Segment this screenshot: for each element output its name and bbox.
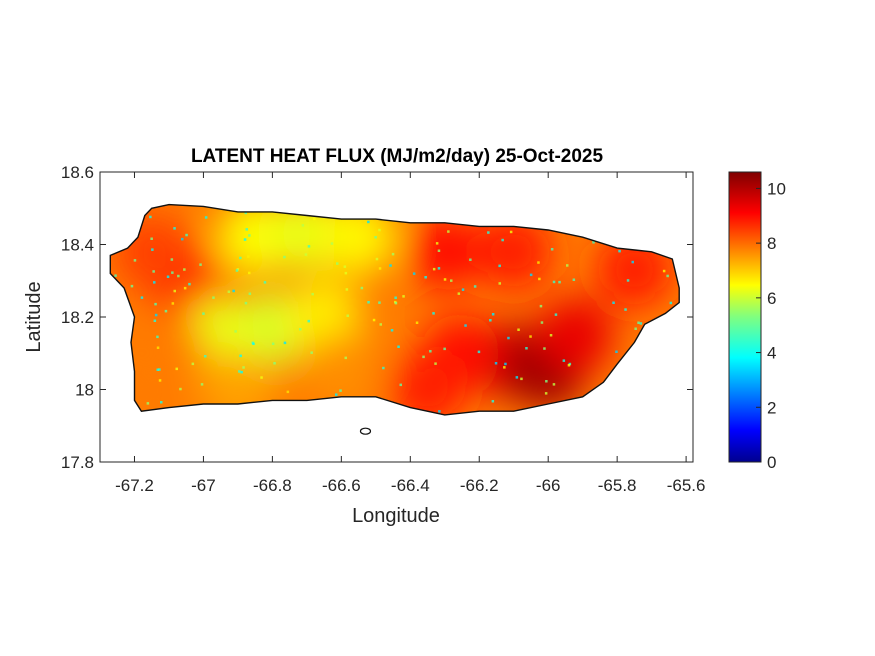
y-tick-label: 18.6 xyxy=(61,163,94,182)
x-tick-label: -65.6 xyxy=(667,476,706,495)
colorbar-tick-label: 0 xyxy=(767,453,776,472)
intensity-zone-16 xyxy=(303,333,380,410)
x-tick-label: -66.8 xyxy=(253,476,292,495)
colorbar-tick-label: 6 xyxy=(767,289,776,308)
x-tick-label: -66.6 xyxy=(322,476,361,495)
colorbar-tick-label: 10 xyxy=(767,179,786,198)
colorbar-tick-label: 8 xyxy=(767,234,776,253)
coastline xyxy=(109,203,680,416)
x-tick-label: -67.2 xyxy=(115,476,154,495)
intensity-zone-5 xyxy=(406,213,483,290)
intensity-zone-2 xyxy=(537,297,614,374)
y-axis: 17.8 18 18.2 18.4 18.6 xyxy=(61,163,693,472)
x-axis: -67.2 -67 -66.8 -66.6 -66.4 -66.2 -66 -65.8 -65.… xyxy=(115,172,705,495)
chart-title: LATENT HEAT FLUX (MJ/m2/day) 25-Oct-2025 xyxy=(191,146,604,167)
x-tick-label: -65.8 xyxy=(598,476,637,495)
y-tick-label: 18.2 xyxy=(61,308,94,327)
y-axis-label: Latitude xyxy=(23,281,45,352)
x-tick-label: -66 xyxy=(536,476,561,495)
y-tick-label: 18.4 xyxy=(61,236,94,255)
x-axis-label: Longitude xyxy=(352,505,440,527)
caja-de-muertos-island xyxy=(359,427,372,435)
intensity-zone-6 xyxy=(475,213,552,290)
x-tick-label: -66.2 xyxy=(460,476,499,495)
x-tick-label: -66.4 xyxy=(391,476,430,495)
y-tick-label: 17.8 xyxy=(61,453,94,472)
colorbar-ticks: 0 2 4 6 8 10 xyxy=(756,179,786,472)
intensity-zone-17 xyxy=(130,315,207,392)
x-tick-label: -67 xyxy=(191,476,216,495)
colorbar xyxy=(728,171,762,463)
colorbar-tick-label: 2 xyxy=(767,398,776,417)
colorbar-tick-label: 4 xyxy=(767,344,776,363)
y-tick-label: 18 xyxy=(75,381,94,400)
